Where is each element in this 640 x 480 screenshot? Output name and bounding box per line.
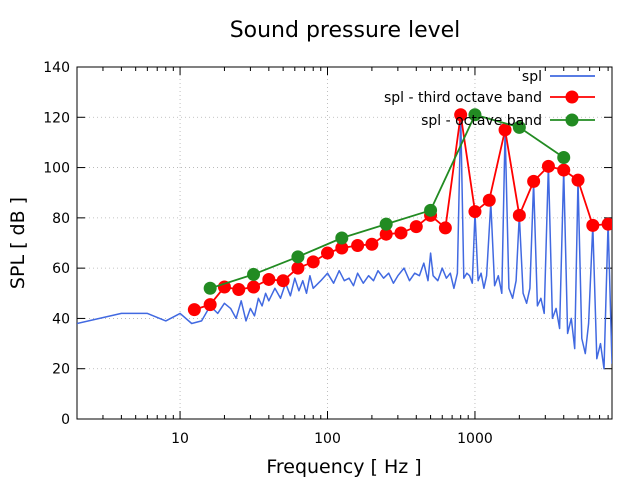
data-point	[247, 280, 261, 294]
y-tick-label: 0	[61, 412, 70, 428]
data-point	[512, 208, 526, 222]
data-point	[276, 274, 290, 288]
data-point	[557, 163, 571, 177]
plot-area-border	[76, 66, 613, 420]
y-tick-label: 120	[43, 110, 70, 126]
data-point	[541, 159, 555, 173]
data-point	[454, 108, 468, 122]
data-point	[379, 227, 393, 241]
data-point	[527, 174, 541, 188]
data-point	[203, 281, 217, 295]
chart-title: Sound pressure level	[230, 18, 461, 43]
legend-label: spl - octave band	[421, 113, 542, 129]
y-tick-label: 140	[43, 60, 70, 76]
data-point	[262, 272, 276, 286]
x-tick-label: 1000	[457, 431, 493, 447]
data-point	[409, 220, 423, 234]
data-point	[468, 108, 482, 122]
data-point	[482, 193, 496, 207]
data-point	[291, 250, 305, 264]
y-tick-label: 80	[52, 211, 70, 227]
data-point	[203, 298, 217, 312]
data-point	[571, 173, 585, 187]
y-tick-label: 60	[52, 261, 70, 277]
data-point	[247, 267, 261, 281]
data-point	[335, 231, 349, 245]
data-point	[321, 246, 335, 260]
data-point	[217, 280, 231, 294]
data-point	[557, 151, 571, 165]
data-point	[394, 226, 408, 240]
legend-swatch-marker	[565, 90, 579, 104]
data-point	[512, 120, 526, 134]
legend-label: spl	[522, 69, 542, 85]
series-1	[187, 108, 612, 317]
legend-swatch-marker	[565, 113, 579, 127]
x-axis-label: Frequency [ Hz ]	[266, 456, 421, 478]
x-tick-label: 10	[171, 431, 189, 447]
data-point	[187, 303, 201, 317]
data-point	[468, 205, 482, 219]
axis-ticks: 0 20 40 60 80 100 120 140 10 100 1000	[43, 60, 612, 447]
grid-lines	[77, 67, 612, 419]
y-tick-label: 20	[52, 362, 70, 378]
data-point	[351, 239, 365, 253]
y-tick-label: 100	[43, 161, 70, 177]
series-line	[194, 113, 609, 311]
legend-label: spl - third octave band	[384, 90, 542, 106]
data-point	[291, 261, 305, 275]
legend: spl spl - third octave band spl - octave b…	[384, 69, 595, 129]
data-point	[424, 203, 438, 217]
x-tick-label: 100	[314, 431, 341, 447]
data-point	[586, 218, 600, 232]
data-point	[306, 255, 320, 269]
data-point	[232, 283, 246, 297]
data-point	[438, 221, 452, 235]
series-line	[209, 113, 565, 290]
series-line	[77, 114, 612, 370]
data-point	[379, 217, 393, 231]
data-series	[77, 108, 612, 370]
data-point	[498, 123, 512, 137]
data-point	[601, 217, 612, 231]
y-axis-label: SPL [ dB ]	[7, 197, 29, 289]
series-0	[77, 114, 612, 370]
series-2	[203, 108, 571, 295]
data-point	[335, 241, 349, 255]
y-tick-label: 40	[52, 311, 70, 327]
data-point	[365, 237, 379, 251]
